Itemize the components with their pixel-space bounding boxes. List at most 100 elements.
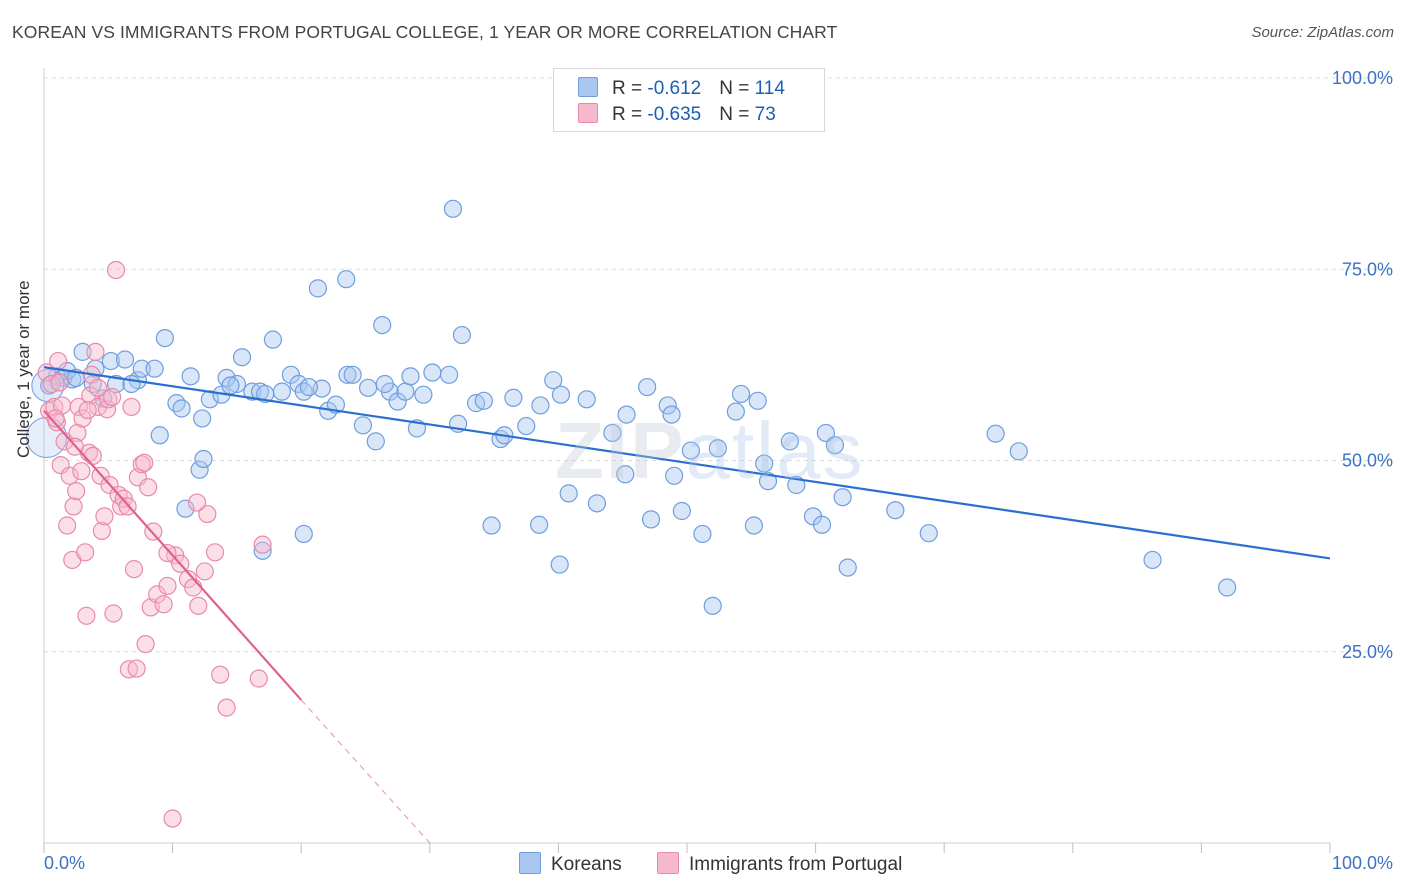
data-point xyxy=(731,384,751,404)
data-point xyxy=(205,543,225,562)
data-point xyxy=(388,392,407,411)
data-point xyxy=(662,405,681,424)
data-point xyxy=(366,432,385,451)
data-point xyxy=(531,396,550,415)
data-point xyxy=(119,660,138,679)
data-point xyxy=(838,558,857,577)
data-point xyxy=(227,374,246,394)
data-point xyxy=(189,596,208,615)
koreans-legend-swatch xyxy=(519,852,541,874)
data-point xyxy=(106,260,126,280)
data-point xyxy=(559,484,578,503)
data-point xyxy=(76,543,95,562)
data-point xyxy=(517,416,536,436)
data-point xyxy=(337,270,356,289)
y-tick-label: 100.0% xyxy=(1332,68,1393,88)
data-point xyxy=(744,516,763,535)
data-point xyxy=(232,348,252,367)
data-point xyxy=(115,350,135,369)
data-point xyxy=(812,515,832,534)
data-point xyxy=(88,378,108,397)
data-point xyxy=(353,416,373,435)
data-point xyxy=(46,409,65,428)
data-point xyxy=(58,516,77,535)
data-point xyxy=(886,501,905,520)
data-point xyxy=(193,409,212,428)
bottom-legend-koreans: Koreans xyxy=(519,852,622,876)
data-point xyxy=(603,423,622,443)
data-point xyxy=(60,466,79,485)
bottom-legend-portugal-label: Immigrants from Portugal xyxy=(689,854,903,875)
data-point xyxy=(748,391,767,410)
tick-labels: 100.0% 75.0% 50.0% 25.0% 0.0% 100.0% xyxy=(44,68,1393,873)
data-point xyxy=(95,507,114,526)
data-point xyxy=(1218,578,1237,597)
data-point xyxy=(338,365,357,384)
data-point xyxy=(263,330,283,349)
data-point xyxy=(184,578,203,597)
data-point xyxy=(373,315,392,335)
legend-portugal-r-label: R = xyxy=(612,104,648,125)
data-point xyxy=(136,634,155,654)
data-point xyxy=(64,497,83,516)
data-point xyxy=(132,359,151,378)
source-label: Source: ZipAtlas.com xyxy=(1251,24,1394,41)
data-point xyxy=(452,325,472,345)
data-point xyxy=(641,510,661,529)
data-point xyxy=(150,426,169,445)
data-point xyxy=(780,432,799,451)
data-point xyxy=(221,376,240,395)
data-point xyxy=(195,562,214,581)
data-point xyxy=(49,351,68,371)
data-point xyxy=(50,373,69,392)
data-point xyxy=(78,400,97,420)
data-point xyxy=(482,516,501,535)
data-point xyxy=(504,388,523,407)
data-point xyxy=(217,698,236,717)
data-point xyxy=(708,439,727,458)
data-point xyxy=(139,478,158,497)
data-point xyxy=(104,604,123,623)
x-tick-label: 0.0% xyxy=(44,853,85,873)
data-point xyxy=(103,387,122,407)
data-point xyxy=(190,460,209,479)
y-tick-label: 75.0% xyxy=(1342,259,1393,279)
data-point xyxy=(665,466,684,485)
data-point xyxy=(343,365,362,384)
data-point xyxy=(73,342,92,361)
x-tick-label: 100.0% xyxy=(1332,853,1393,873)
axes xyxy=(43,68,1331,853)
data-point xyxy=(414,385,433,404)
data-point xyxy=(272,382,292,401)
data-point xyxy=(551,385,571,404)
portugal-trend-extension xyxy=(300,699,431,844)
chart-title: KOREAN VS IMMIGRANTS FROM PORTUGAL COLLE… xyxy=(12,22,838,42)
data-point xyxy=(396,382,415,401)
legend-portugal-r-value: -0.635 xyxy=(647,104,702,125)
data-point xyxy=(42,374,61,394)
bottom-legend-portugal: Immigrants from Portugal xyxy=(657,852,902,876)
data-point xyxy=(86,342,105,361)
watermark-atlas: atlas xyxy=(685,406,865,495)
data-point xyxy=(587,494,607,513)
legend-portugal-n-value: 73 xyxy=(754,104,776,125)
y-axis-title: College, 1 year or more xyxy=(14,280,33,458)
data-point xyxy=(816,423,835,443)
data-point xyxy=(294,524,313,544)
data-point xyxy=(986,424,1005,443)
data-point xyxy=(211,665,230,684)
data-point xyxy=(77,606,96,625)
correlation-legend: R = -0.612 N = 114 R = -0.635 N = 73 xyxy=(553,68,825,132)
data-point xyxy=(176,499,195,518)
data-point xyxy=(158,576,177,596)
data-point xyxy=(122,397,141,417)
data-point xyxy=(681,441,700,460)
data-point xyxy=(375,374,394,394)
data-point xyxy=(194,449,213,469)
data-point xyxy=(616,465,635,484)
data-point xyxy=(198,504,217,524)
data-point xyxy=(83,446,102,466)
data-point xyxy=(1009,442,1028,461)
koreans-trend-line xyxy=(43,366,1331,560)
